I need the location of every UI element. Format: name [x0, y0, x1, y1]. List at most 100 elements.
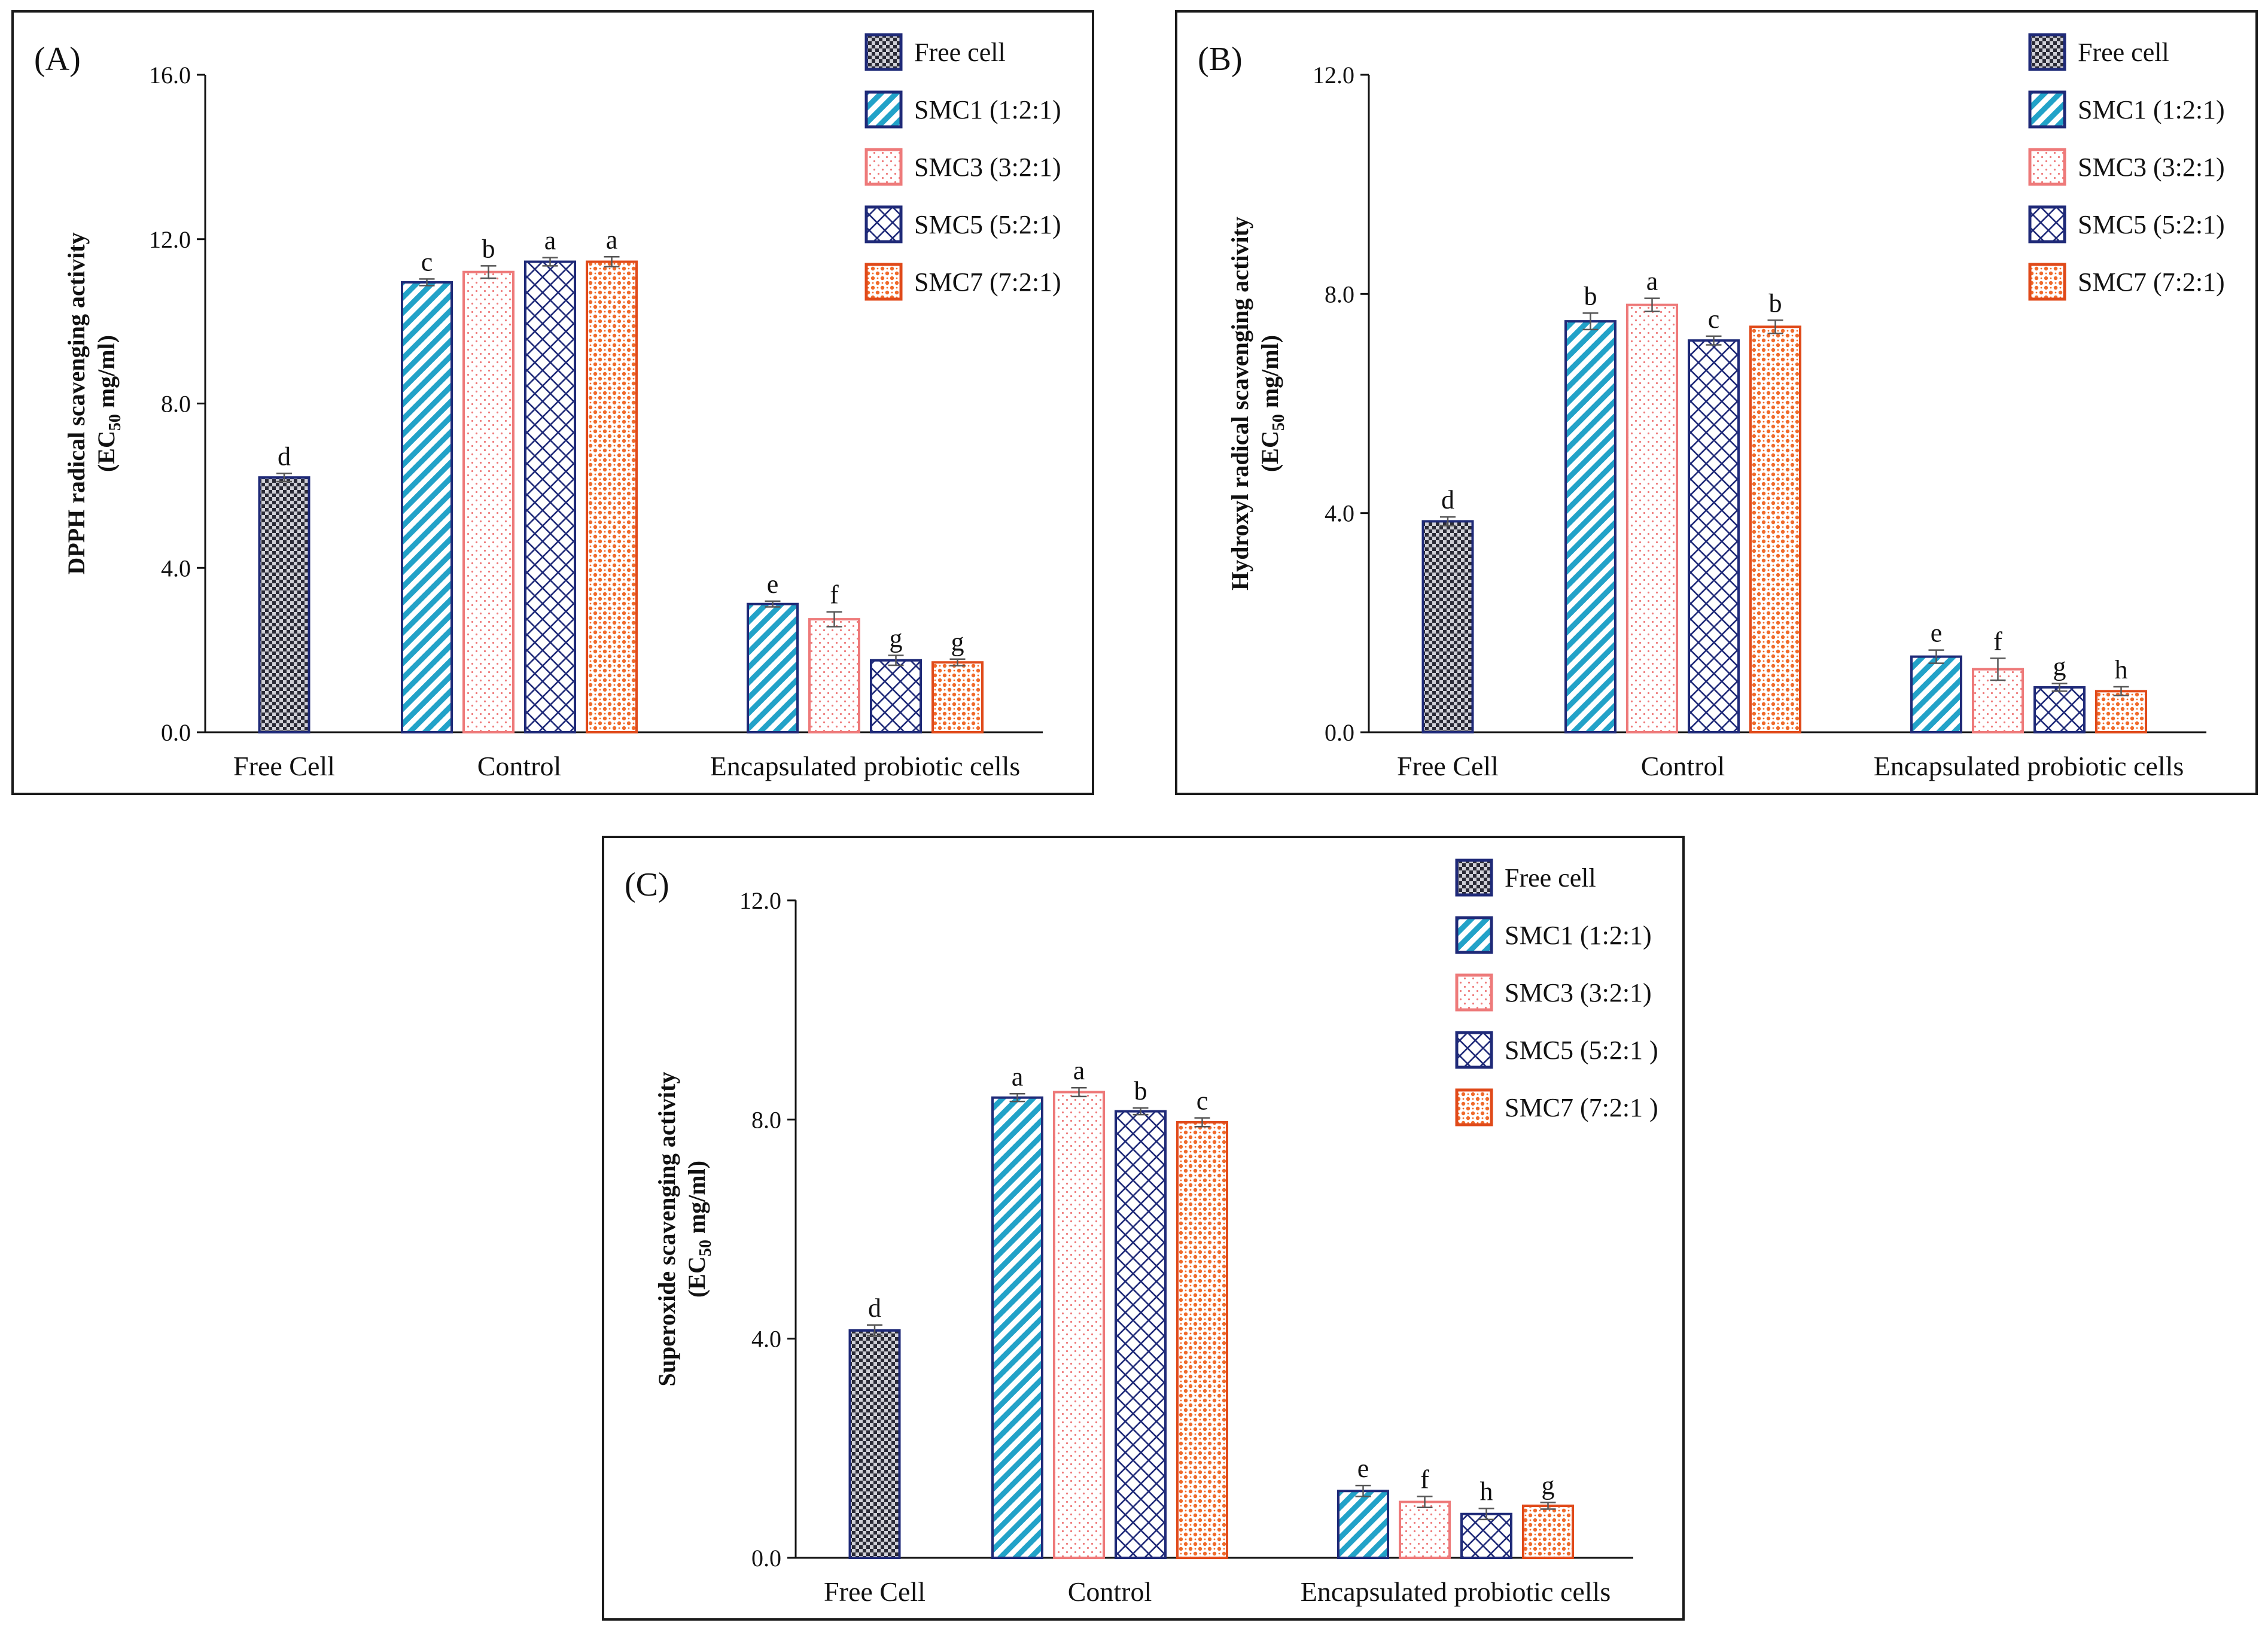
bar-smc1: [991, 1096, 1043, 1559]
panel-label: (C): [625, 866, 669, 903]
bar-smc7: [1749, 325, 1801, 733]
bar-smc7: [586, 260, 638, 733]
significance-letter: b: [482, 234, 495, 263]
x-category-label: Encapsulated probiotic cells: [710, 751, 1021, 781]
significance-letter: c: [421, 247, 433, 276]
bar-smc1: [747, 602, 799, 733]
legend-label: Free cell: [2078, 38, 2169, 67]
significance-letter: c: [1197, 1086, 1208, 1116]
bar-smc5: [2033, 686, 2086, 733]
legend-swatch-free: [864, 33, 903, 71]
chart-b-svg: (B) 0.0 4.0 8.0 12.0 Hydroxyl radical scaveng…: [1198, 33, 2225, 781]
x-category-label: Encapsulated probiotic cells: [1301, 1576, 1611, 1607]
legend-label: SMC1 (1:2:1): [914, 95, 1061, 124]
bar-smc7: [2095, 690, 2147, 733]
significance-letter: d: [1441, 485, 1454, 514]
legend-swatch-smc3: [1455, 973, 1493, 1012]
bar-smc1: [1910, 655, 1962, 733]
legend-swatch-smc3: [2028, 148, 2066, 186]
significance-letter: a: [544, 226, 556, 255]
y-tick-label: 4.0: [1325, 500, 1354, 527]
legend-swatch-smc5: [1455, 1031, 1493, 1069]
y-tick-label: 8.0: [751, 1106, 781, 1133]
bar-free: [1421, 520, 1474, 733]
significance-letter: b: [1134, 1076, 1147, 1106]
legend-swatch-free: [1455, 858, 1493, 897]
bar-smc3: [808, 618, 860, 733]
x-category-label: Control: [1641, 751, 1725, 781]
significance-letter: a: [1012, 1062, 1024, 1091]
significance-letter: a: [606, 225, 618, 254]
y-tick-label: 4.0: [751, 1326, 781, 1353]
significance-letter: g: [2053, 651, 2066, 681]
panel-label: (B): [1198, 41, 1243, 78]
legend-label: Free cell: [1505, 863, 1596, 893]
significance-letter: g: [890, 624, 903, 653]
x-category-label: Free Cell: [1397, 751, 1499, 781]
bar-smc3: [1399, 1500, 1451, 1559]
x-category-label: Encapsulated probiotic cells: [1874, 751, 2184, 781]
y-axis-label-line2: (EC50 mg/ml): [1256, 335, 1288, 472]
bar-smc3: [462, 270, 515, 733]
y-axis-label-line1: Hydroxyl radical scavenging activity: [1226, 217, 1253, 590]
significance-letter: e: [1357, 1454, 1369, 1483]
x-category-label: Control: [477, 751, 562, 781]
bar-smc3: [1053, 1091, 1105, 1559]
legend-swatch-smc1: [2028, 90, 2066, 129]
legend-swatch-smc1: [864, 90, 903, 129]
bar-free: [848, 1329, 901, 1559]
legend-swatch-free: [2028, 33, 2066, 71]
y-tick-label: 12.0: [1313, 62, 1354, 89]
y-tick-label: 8.0: [161, 391, 191, 418]
legend-label: SMC7 (7:2:1): [914, 267, 1061, 297]
y-tick-label: 8.0: [1325, 281, 1354, 307]
legend-label: SMC7 (7:2:1 ): [1505, 1093, 1658, 1122]
legend-label: SMC5 (5:2:1): [914, 210, 1061, 239]
significance-letter: b: [1584, 281, 1597, 310]
y-axis-label-line1: DPPH radical scavenging activity: [63, 232, 90, 574]
significance-letter: c: [1708, 305, 1720, 334]
legend-label: SMC1 (1:2:1): [1505, 921, 1652, 950]
panel-label: (A): [34, 41, 81, 78]
legend-label: SMC5 (5:2:1 ): [1505, 1036, 1658, 1065]
x-category-label: Control: [1068, 1576, 1152, 1607]
significance-letter: f: [830, 580, 839, 610]
legend-label: SMC1 (1:2:1): [2078, 95, 2225, 124]
significance-letter: f: [1420, 1465, 1429, 1494]
significance-letter: e: [1931, 619, 1943, 648]
legend-swatch-smc5: [2028, 205, 2066, 243]
legend-label: Free cell: [914, 38, 1006, 67]
bar-free: [258, 476, 310, 733]
y-axis-label-line2: (EC50 mg/ml): [93, 335, 124, 472]
chart-c-svg: (C) 0.0 4.0 8.0 12.0 Superoxide scavenging ac…: [625, 858, 1658, 1607]
legend-swatch-smc1: [1455, 916, 1493, 954]
y-axis-label-line2: (EC50 mg/ml): [683, 1161, 715, 1298]
legend-label: SMC5 (5:2:1): [2078, 210, 2225, 239]
y-tick-label: 12.0: [149, 226, 191, 253]
bar-smc5: [1115, 1110, 1167, 1559]
y-tick-label: 0.0: [751, 1545, 781, 1572]
bar-smc5: [1688, 339, 1740, 733]
y-axis-label-line1: Superoxide scavenging activity: [653, 1072, 680, 1387]
y-tick-label: 0.0: [1325, 719, 1354, 746]
significance-letter: g: [951, 628, 964, 657]
bar-smc5: [1460, 1512, 1512, 1559]
significance-letter: f: [1993, 626, 2002, 656]
legend-swatch-smc7: [2028, 263, 2066, 301]
significance-letter: b: [1769, 288, 1782, 318]
bar-smc1: [1564, 320, 1616, 733]
bar-smc7: [1176, 1121, 1228, 1560]
y-tick-label: 12.0: [739, 887, 781, 914]
chart-panel-b: (B) 0.0 4.0 8.0 12.0 Hydroxyl radical scaveng…: [1175, 10, 2258, 795]
bar-smc7: [1522, 1504, 1574, 1560]
significance-letter: e: [767, 570, 779, 599]
significance-letter: d: [278, 442, 291, 471]
chart-panel-c: (C) 0.0 4.0 8.0 12.0 Superoxide scavenging ac…: [602, 836, 1685, 1621]
legend-label: SMC7 (7:2:1): [2078, 267, 2225, 297]
bar-smc1: [401, 281, 453, 733]
significance-letter: a: [1646, 267, 1658, 296]
legend-label: SMC3 (3:2:1): [914, 153, 1061, 182]
chart-a-svg: (A) 0.0 4.0 8.0 12.0 16.0 DPPH radical scaveng…: [34, 33, 1061, 781]
legend-swatch-smc5: [864, 205, 903, 243]
legend-swatch-smc7: [864, 263, 903, 301]
